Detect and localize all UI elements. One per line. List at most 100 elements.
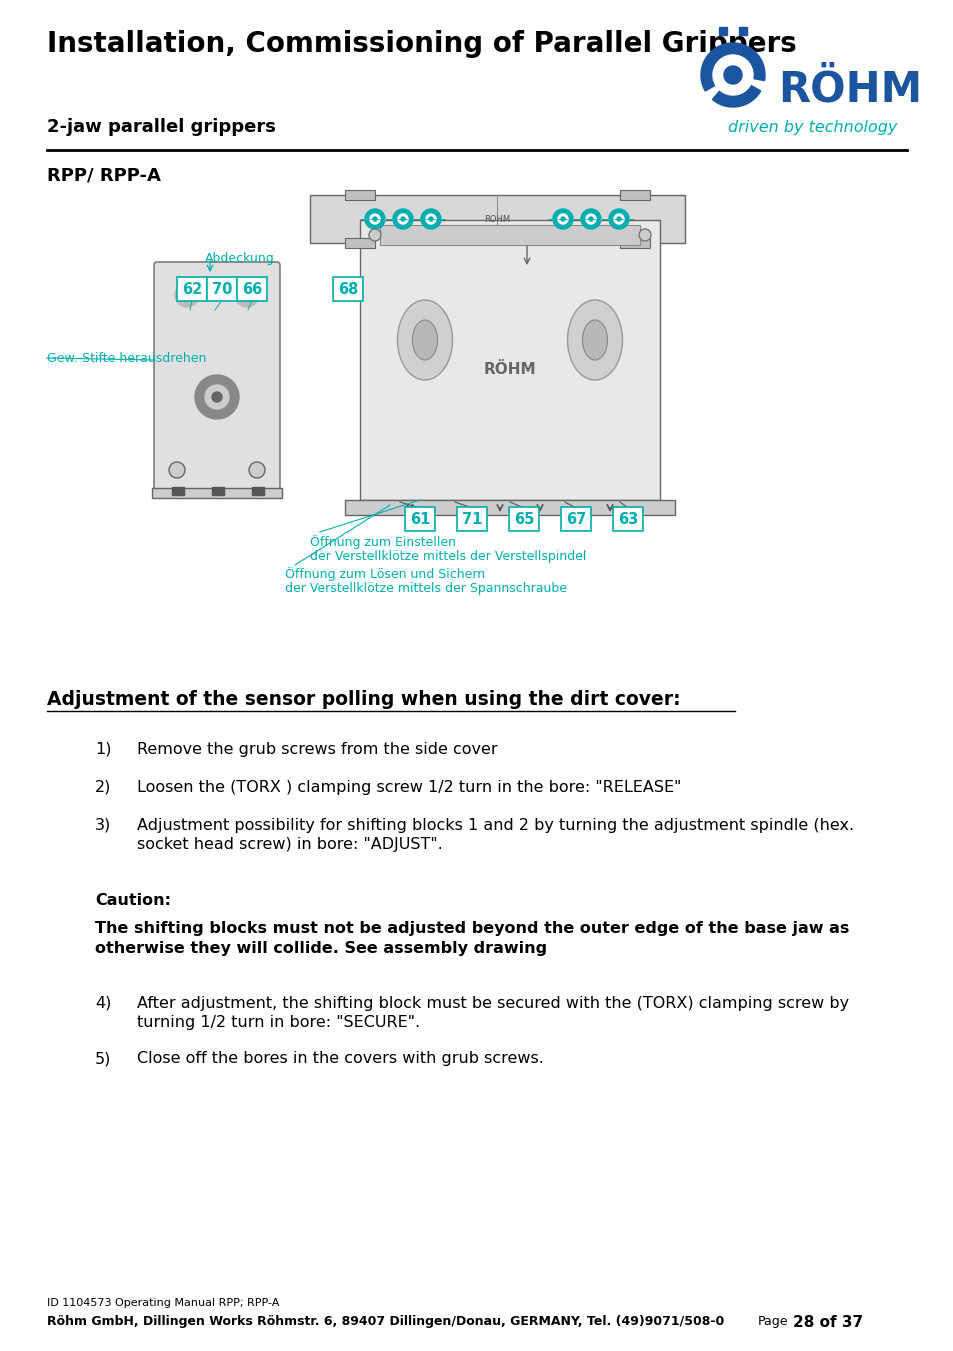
FancyBboxPatch shape	[333, 277, 363, 301]
Text: der Verstellklötze mittels der Verstellspindel: der Verstellklötze mittels der Verstells…	[310, 550, 586, 563]
Circle shape	[194, 376, 239, 419]
FancyBboxPatch shape	[177, 277, 207, 301]
Text: Remove the grub screws from the side cover: Remove the grub screws from the side cov…	[137, 742, 497, 757]
Text: 62: 62	[182, 281, 202, 296]
FancyBboxPatch shape	[613, 507, 642, 531]
Text: Installation, Commissioning of Parallel Grippers: Installation, Commissioning of Parallel …	[47, 30, 796, 58]
Bar	[379, 226, 639, 245]
Text: 61: 61	[410, 512, 430, 527]
Text: RÖHM: RÖHM	[483, 362, 536, 377]
Circle shape	[373, 218, 376, 222]
Bar	[345, 238, 375, 249]
FancyBboxPatch shape	[236, 277, 267, 301]
Bar	[212, 486, 224, 494]
Ellipse shape	[412, 320, 437, 359]
Text: 63: 63	[618, 512, 638, 527]
Bar	[345, 500, 675, 515]
Circle shape	[369, 230, 380, 240]
Bar	[345, 190, 375, 200]
Bar	[310, 195, 684, 243]
Text: turning 1/2 turn in bore: "SECURE".: turning 1/2 turn in bore: "SECURE".	[137, 1015, 419, 1029]
Circle shape	[400, 218, 405, 222]
Circle shape	[397, 213, 408, 224]
Circle shape	[617, 218, 620, 222]
Circle shape	[614, 213, 623, 224]
Bar	[739, 27, 746, 35]
Circle shape	[174, 282, 199, 307]
Bar	[619, 190, 649, 200]
FancyBboxPatch shape	[153, 262, 280, 493]
Text: 68: 68	[337, 281, 357, 296]
Circle shape	[580, 209, 600, 230]
Text: 4): 4)	[95, 996, 112, 1011]
Text: 71: 71	[461, 512, 481, 527]
Text: 2-jaw parallel grippers: 2-jaw parallel grippers	[47, 118, 275, 136]
FancyBboxPatch shape	[560, 507, 590, 531]
Text: RÖHM: RÖHM	[778, 69, 922, 111]
Text: 65: 65	[514, 512, 534, 527]
Circle shape	[393, 209, 413, 230]
Text: Öffnung zum Lösen und Sichern: Öffnung zum Lösen und Sichern	[285, 567, 485, 581]
Circle shape	[553, 209, 573, 230]
Circle shape	[365, 209, 385, 230]
Text: socket head screw) in bore: "ADJUST".: socket head screw) in bore: "ADJUST".	[137, 838, 442, 852]
Circle shape	[420, 209, 440, 230]
Polygon shape	[723, 66, 741, 84]
Text: Adjustment possibility for shifting blocks 1 and 2 by turning the adjustment spi: Adjustment possibility for shifting bloc…	[137, 817, 853, 834]
Ellipse shape	[567, 300, 622, 380]
Text: der Verstellklötze mittels der Spannschraube: der Verstellklötze mittels der Spannschr…	[285, 582, 566, 594]
Text: 70: 70	[212, 281, 232, 296]
Text: ROHM: ROHM	[483, 215, 510, 223]
Text: Loosen the (TORX ) clamping screw 1/2 turn in the bore: "RELEASE": Loosen the (TORX ) clamping screw 1/2 tu…	[137, 780, 680, 794]
Polygon shape	[732, 43, 764, 81]
Text: 67: 67	[565, 512, 585, 527]
Text: 2): 2)	[95, 780, 112, 794]
Polygon shape	[712, 55, 752, 95]
Text: The shifting blocks must not be adjusted beyond the outer edge of the base jaw a: The shifting blocks must not be adjusted…	[95, 921, 848, 936]
Text: driven by technology: driven by technology	[727, 120, 897, 135]
Text: otherwise they will collide. See assembly drawing: otherwise they will collide. See assembl…	[95, 942, 547, 957]
Text: Öffnung zum Einstellen: Öffnung zum Einstellen	[310, 535, 456, 549]
Bar	[359, 220, 659, 500]
Text: Caution:: Caution:	[95, 893, 171, 908]
Bar	[619, 238, 649, 249]
Text: Page: Page	[758, 1315, 788, 1328]
Text: Gew.-Stifte herausdrehen: Gew.-Stifte herausdrehen	[47, 353, 206, 365]
Circle shape	[212, 392, 222, 403]
Text: ID 1104573 Operating Manual RPP; RPP-A: ID 1104573 Operating Manual RPP; RPP-A	[47, 1298, 279, 1308]
Text: Abdeckung: Abdeckung	[205, 253, 274, 265]
FancyBboxPatch shape	[509, 507, 538, 531]
Polygon shape	[700, 43, 732, 91]
FancyBboxPatch shape	[405, 507, 435, 531]
Text: 66: 66	[242, 281, 262, 296]
Ellipse shape	[397, 300, 452, 380]
Polygon shape	[712, 76, 760, 107]
Circle shape	[370, 213, 379, 224]
Text: Close off the bores in the covers with grub screws.: Close off the bores in the covers with g…	[137, 1051, 543, 1066]
Circle shape	[558, 213, 567, 224]
Circle shape	[205, 385, 229, 409]
Circle shape	[169, 462, 185, 478]
Bar	[172, 486, 184, 494]
Circle shape	[429, 218, 433, 222]
Bar	[152, 488, 282, 499]
FancyBboxPatch shape	[207, 277, 236, 301]
Text: RPP/ RPP-A: RPP/ RPP-A	[47, 168, 161, 185]
FancyBboxPatch shape	[456, 507, 486, 531]
Circle shape	[241, 289, 253, 301]
Text: After adjustment, the shifting block must be secured with the (TORX) clamping sc: After adjustment, the shifting block mus…	[137, 996, 848, 1011]
Circle shape	[588, 218, 593, 222]
Circle shape	[234, 282, 258, 307]
Circle shape	[639, 230, 650, 240]
Circle shape	[585, 213, 596, 224]
Circle shape	[560, 218, 564, 222]
Circle shape	[249, 462, 265, 478]
Ellipse shape	[582, 320, 607, 359]
Text: 1): 1)	[95, 742, 112, 757]
Circle shape	[181, 289, 193, 301]
Text: 28 of 37: 28 of 37	[792, 1315, 862, 1329]
Bar	[252, 486, 264, 494]
Circle shape	[608, 209, 628, 230]
Text: 5): 5)	[95, 1051, 112, 1066]
Text: 3): 3)	[95, 817, 112, 834]
